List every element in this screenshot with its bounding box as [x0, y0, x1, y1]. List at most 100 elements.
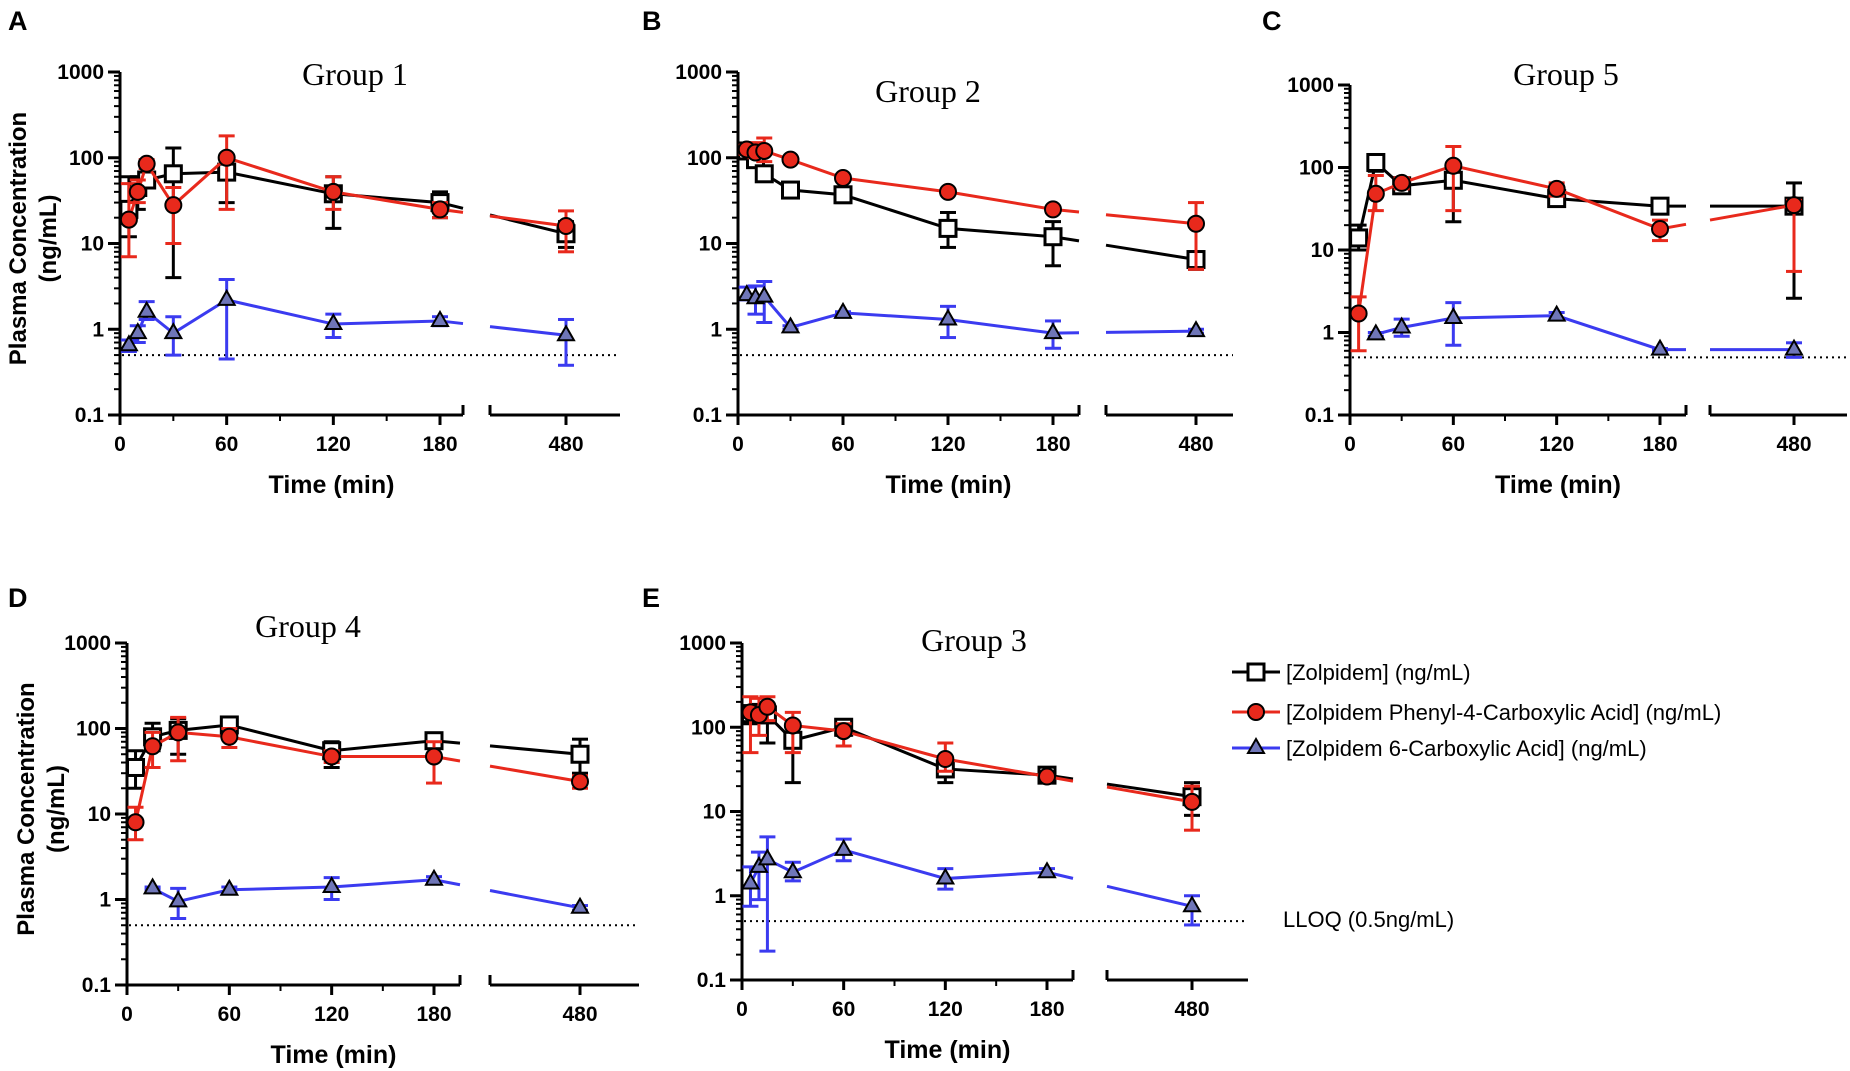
y-axis-label: Plasma Concentration (ng/mL) [13, 682, 70, 935]
data-point-phenyl [322, 747, 341, 766]
x-tick-label: 120 [928, 998, 963, 1021]
data-point-phenyl [126, 813, 145, 832]
series-line-six-after-break [1106, 884, 1193, 908]
panel-c: C Group 5 0.1 1 10 100 1000 0 60 120 180 480 Time (m… [1262, 6, 1847, 499]
data-point-phenyl [425, 747, 443, 766]
y-tick-label: 10 [703, 801, 726, 824]
data-point-zolpidem [833, 185, 853, 205]
x-tick-label: 180 [422, 433, 457, 456]
y-tick-label: 1000 [64, 632, 111, 655]
panel-e: E Group 3 0.1 1 10 100 1000 0 60 120 180 480 Time (m… [642, 583, 1248, 1064]
y-axis-label-line2: (ng/mL) [43, 765, 70, 853]
data-point-zolpidem [754, 164, 774, 184]
series-line-phenyl-after-break [1105, 213, 1197, 226]
series-line-zolpidem-after-break [1105, 243, 1197, 262]
x-tick-label: 480 [1174, 998, 1209, 1021]
series-phenyl [126, 715, 589, 842]
y-tick-label: 100 [687, 147, 722, 170]
x-tick-label: 480 [562, 1003, 597, 1026]
data-point-six [219, 878, 240, 896]
x-tick-label: 60 [1442, 433, 1465, 456]
y-tick-label: 0.1 [1305, 404, 1335, 427]
data-point-phenyl [755, 141, 774, 160]
data-point-six [938, 308, 958, 326]
chart-title: Group 4 [255, 608, 361, 644]
data-point-phenyl [783, 716, 802, 735]
x-tick-label: 180 [1642, 433, 1677, 456]
legend-marker-phenyl [1247, 703, 1265, 721]
data-point-zolpidem [781, 180, 800, 200]
chart-title: Group 3 [921, 622, 1027, 658]
x-tick-label: 0 [736, 998, 748, 1021]
x-tick-label: 60 [215, 433, 238, 456]
data-point-zolpidem [163, 164, 183, 184]
series-line-phenyl-after-break [1709, 203, 1795, 222]
panel-d: D Group 4 0.1 1 10 100 1000 Plasma Concentratio… [8, 583, 639, 1069]
data-point-phenyl [324, 182, 343, 201]
series-phenyl [737, 136, 1205, 271]
y-axis-label-line1: Plasma Concentration [5, 112, 32, 365]
series-line-six [151, 878, 461, 903]
series-phenyl [119, 134, 575, 259]
x-tick-label: 120 [1539, 433, 1574, 456]
y-tick-label: 10 [1311, 239, 1334, 262]
series-line-six-after-break [1105, 329, 1197, 334]
data-point-phenyl [220, 727, 239, 746]
x-axis-label: Time (min) [885, 1036, 1011, 1064]
data-point-six [424, 868, 444, 886]
data-point-six [1546, 304, 1567, 322]
data-point-six [740, 872, 761, 890]
series-line-phenyl-after-break [489, 764, 581, 783]
panel-letter: E [642, 583, 660, 613]
y-axis-label-line2: (ng/mL) [35, 195, 62, 283]
data-point-zolpidem [1043, 227, 1063, 247]
x-axis-label: Time (min) [269, 471, 395, 499]
legend-marker-zolpidem [1246, 662, 1266, 682]
y-tick-label: 10 [88, 803, 111, 826]
data-point-phenyl [119, 210, 138, 229]
series-line-six [1375, 314, 1686, 352]
x-tick-label: 0 [114, 433, 126, 456]
data-point-six [216, 288, 237, 306]
panel-letter: A [8, 6, 28, 36]
y-tick-label: 0.1 [75, 404, 105, 427]
series-six [737, 280, 1206, 350]
data-point-six [570, 896, 590, 914]
series-zolpidem [126, 715, 590, 790]
data-point-six [323, 313, 344, 331]
data-point-phenyl [1187, 214, 1205, 233]
data-point-phenyl [834, 169, 852, 188]
data-point-zolpidem [1349, 228, 1369, 248]
y-tick-label: 100 [691, 716, 726, 739]
data-point-phenyl [1183, 792, 1201, 811]
data-point-phenyl [1392, 173, 1411, 192]
series-zolpidem [740, 702, 1202, 817]
chart-title: Group 5 [1513, 56, 1619, 92]
lloq-label: LLOQ (0.5ng/mL) [1283, 907, 1454, 932]
data-point-phenyl [1038, 767, 1056, 786]
series-line-phenyl-after-break [1106, 785, 1193, 804]
series-six [119, 278, 576, 367]
x-tick-label: 0 [121, 1003, 133, 1026]
data-point-six [1037, 861, 1057, 879]
data-point-phenyl [1785, 196, 1803, 215]
data-point-six [128, 322, 148, 340]
legend-item-phenyl: [Zolpidem Phenyl-4-Carboxylic Acid] (ng/… [1232, 700, 1721, 725]
y-tick-label: 1000 [57, 61, 104, 84]
x-tick-label: 480 [1776, 433, 1811, 456]
data-point-zolpidem [1650, 196, 1670, 216]
data-point-phenyl [1044, 200, 1062, 219]
data-point-phenyl [1651, 219, 1669, 238]
y-tick-label: 1 [710, 318, 722, 341]
data-point-phenyl [217, 148, 236, 167]
x-axis-label: Time (min) [886, 471, 1012, 499]
panel-letter: C [1262, 6, 1282, 36]
data-point-six [833, 301, 853, 319]
y-tick-label: 100 [69, 147, 104, 170]
x-axis-label: Time (min) [1495, 471, 1621, 499]
x-tick-label: 480 [548, 433, 583, 456]
data-point-six [783, 861, 803, 879]
series-phenyl [741, 695, 1201, 832]
y-axis-label-line1: Plasma Concentration [13, 682, 40, 935]
